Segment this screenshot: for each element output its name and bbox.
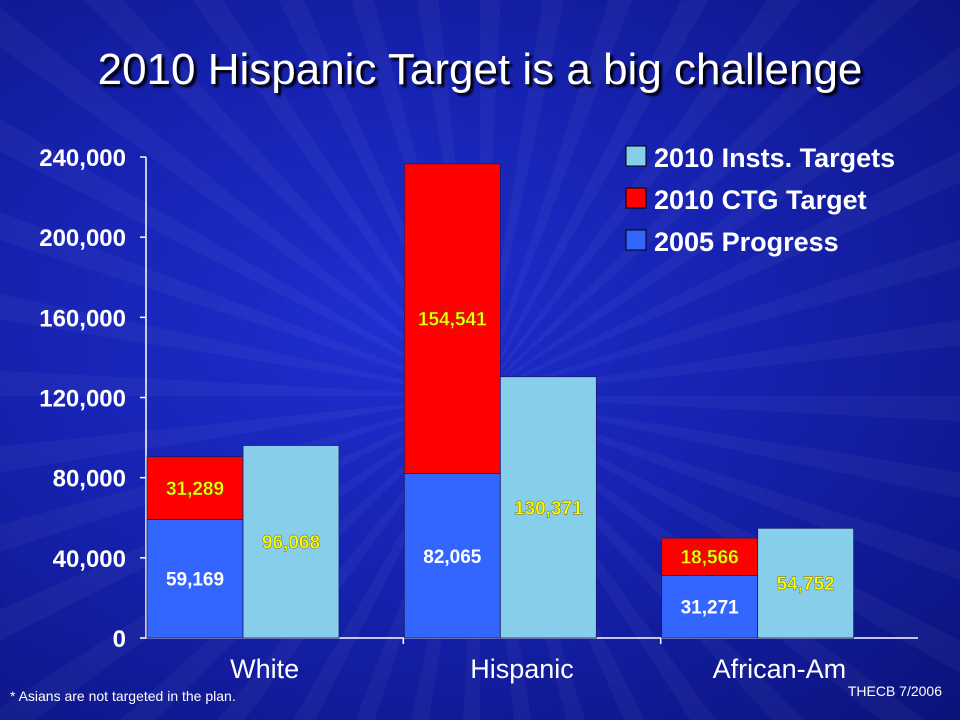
data-label-ctg: 154,541 xyxy=(418,310,487,331)
bar-insts-target xyxy=(499,376,597,639)
legend-swatch xyxy=(625,229,647,251)
y-tick-label: 80,000 xyxy=(53,466,126,493)
page-title: 2010 Hispanic Target is a big challenge xyxy=(97,45,863,94)
data-label-insts: 54,752 xyxy=(777,574,835,595)
y-tick-label: 0 xyxy=(113,626,126,653)
legend-swatch xyxy=(625,145,647,167)
y-tick-label: 160,000 xyxy=(39,305,126,332)
bar-insts-target xyxy=(757,527,855,639)
bar-insts-target xyxy=(242,445,340,639)
data-label-progress: 59,169 xyxy=(166,570,224,591)
bar-progress xyxy=(146,519,244,639)
footnote: * Asians are not targeted in the plan. xyxy=(10,688,236,704)
y-tick-label: 40,000 xyxy=(53,546,126,573)
data-label-progress: 31,271 xyxy=(681,598,740,619)
x-category-label: Hispanic xyxy=(470,654,574,684)
x-category-label: African-Am xyxy=(713,654,847,684)
bar-ctg-target xyxy=(146,456,244,520)
legend-swatch xyxy=(625,187,647,209)
x-category-label: White xyxy=(230,654,299,684)
legend-label: 2010 Insts. Targets xyxy=(654,143,895,173)
bar-ctg-target xyxy=(403,163,501,474)
data-label-ctg: 18,566 xyxy=(681,548,739,569)
data-label-progress: 82,065 xyxy=(423,547,482,568)
y-tick-label: 240,000 xyxy=(39,145,126,172)
legend-label: 2005 Progress xyxy=(654,227,839,257)
data-label-insts: 130,371 xyxy=(514,498,583,519)
legend-label: 2010 CTG Target xyxy=(654,185,867,215)
bar-progress xyxy=(403,473,501,639)
y-tick-label: 120,000 xyxy=(39,386,126,413)
source-note: THECB 7/2006 xyxy=(847,683,942,699)
data-label-insts: 96,068 xyxy=(262,533,320,554)
bar-ctg-target xyxy=(661,537,759,576)
y-tick-label: 200,000 xyxy=(39,225,126,252)
data-label-ctg: 31,289 xyxy=(166,479,224,500)
